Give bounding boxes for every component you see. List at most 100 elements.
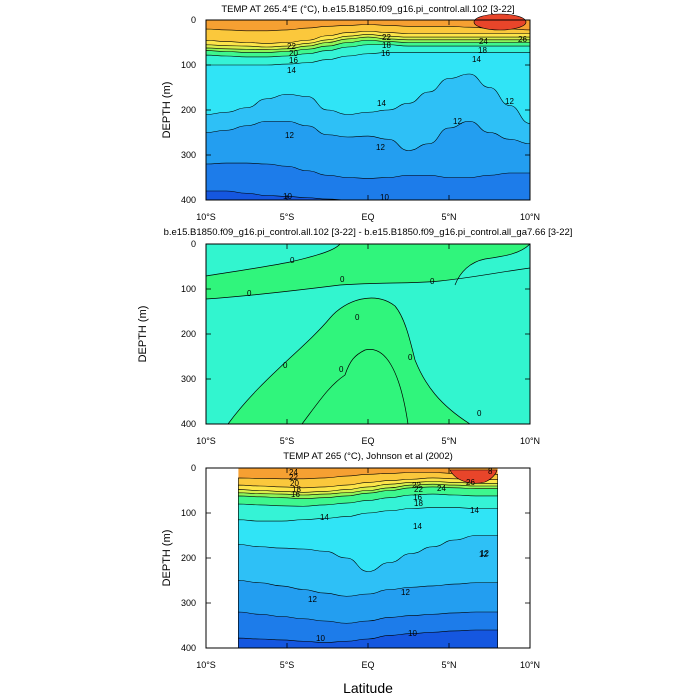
contour-label-0: 0 [477, 409, 482, 418]
panel-1-x-axis: 10°S 5°S EQ 5°N 10°N [196, 212, 540, 222]
contour-label-12: 12 [453, 117, 462, 126]
panel-1-hot-spot [473, 13, 527, 31]
y-tick-label: 200 [181, 329, 196, 339]
panel-2-y-axis: 0 100 200 300 400 DEPTH (m) [137, 239, 196, 429]
y-tick-label: 400 [181, 419, 196, 429]
y-tick-label: 100 [181, 284, 196, 294]
panel-3-y-axis: 0 100 200 300 400 DEPTH (m) [161, 463, 196, 653]
contour-label-0: 0 [247, 289, 252, 298]
panel-1-title: TEMP AT 265.4°E (°C), b.e15.B1850.f09_g1… [221, 4, 514, 15]
panel-1-y-axis: 0 100 200 300 400 DEPTH (m) [161, 15, 196, 205]
contour-label-0: 0 [283, 361, 288, 370]
panel-3-contour-labels: 24 22 22 20 18 18 16 16 14 14 14 12 12 1… [289, 467, 493, 643]
panel-model-difference: b.e15.B1850.f09_g16.pi_control.all.102 [… [137, 227, 572, 446]
tick-marks [205, 243, 531, 425]
tick-marks [205, 467, 531, 649]
y-tick-label: 200 [181, 105, 196, 115]
x-tick-label: 10°S [196, 660, 216, 670]
panel-1-filled-contours [205, 20, 531, 201]
x-tick-label: 10°N [520, 212, 540, 222]
contour-label-18: 18 [414, 499, 423, 508]
panel-1-contour-labels: 26 24 22 22 20 18 18 16 16 14 14 14 12 1… [283, 33, 527, 202]
y-tick-label: 0 [191, 15, 196, 25]
contour-label-14: 14 [413, 522, 422, 531]
panel-3-hot-spot [449, 469, 498, 484]
contour-label-14: 14 [320, 513, 329, 522]
y-tick-label: 400 [181, 195, 196, 205]
contour-label-20: 20 [289, 49, 298, 58]
panel-2-zero-contours [205, 243, 531, 425]
x-tick-label: 10°N [520, 660, 540, 670]
x-tick-label: 5°S [280, 212, 295, 222]
y-tick-label: 400 [181, 643, 196, 653]
hot-spot [473, 13, 527, 31]
contour-label-0: 0 [430, 277, 435, 286]
contour-label-24: 24 [479, 37, 488, 46]
contour-label-0: 0 [355, 313, 360, 322]
panel-1-plot-area [205, 13, 531, 201]
y-tick-label: 100 [181, 60, 196, 70]
contour-label-10: 10 [283, 192, 292, 201]
y-tick-label: 200 [181, 553, 196, 563]
contour-label-12: 12 [401, 588, 410, 597]
x-tick-label: 5°N [441, 660, 456, 670]
panel-2-title: b.e15.B1850.f09_g16.pi_control.all.102 [… [164, 227, 573, 238]
tick-marks [205, 19, 531, 201]
contour-label-24: 24 [437, 484, 446, 493]
panel-2-x-axis: 10°S 5°S EQ 5°N 10°N [196, 436, 540, 446]
y-tick-label: 0 [191, 463, 196, 473]
y-tick-label: 300 [181, 598, 196, 608]
contour-label-16: 16 [291, 490, 300, 499]
panel-3-filled-contours [238, 468, 498, 649]
x-tick-label: EQ [361, 660, 374, 670]
x-tick-label: EQ [361, 212, 374, 222]
panel-2-y-axis-label: DEPTH (m) [137, 306, 149, 363]
x-tick-label: 5°S [280, 436, 295, 446]
contour-label-8: 8 [488, 467, 493, 476]
contour-label-0: 0 [290, 256, 295, 265]
contour-label-18: 18 [382, 41, 391, 50]
panel-2-contour-labels: 0 0 0 0 0 0 0 0 0 [247, 256, 482, 418]
contour-band-10 [238, 629, 498, 649]
contour-label-0: 0 [408, 353, 413, 362]
x-tick-label: 5°S [280, 660, 295, 670]
panel-observed-temperature: TEMP AT 265 (°C), Johnson et al (2002) 2… [161, 451, 540, 670]
contour-label-0: 0 [340, 275, 345, 284]
y-tick-label: 100 [181, 508, 196, 518]
panel-2-positive-region-lower-center [302, 349, 408, 424]
y-tick-label: 0 [191, 239, 196, 249]
contour-label-22: 22 [414, 485, 423, 494]
hot-spot [449, 469, 498, 484]
contour-label-26: 26 [518, 35, 527, 44]
panel-1-y-axis-label: DEPTH (m) [161, 82, 173, 139]
figure-x-axis-label: Latitude [343, 680, 393, 696]
contour-label-12: 12 [480, 549, 489, 558]
contour-label-18: 18 [292, 485, 301, 494]
contour-label-0: 0 [339, 365, 344, 374]
contour-label-20: 20 [290, 479, 299, 488]
contour-band-11 [205, 162, 531, 201]
x-tick-label: EQ [361, 436, 374, 446]
contour-label-14: 14 [377, 99, 386, 108]
contour-label-22: 22 [382, 33, 391, 42]
contour-label-14: 14 [470, 506, 479, 515]
contour-label-10: 10 [380, 193, 389, 202]
contour-label-22: 22 [412, 481, 421, 490]
x-tick-label: 10°N [520, 436, 540, 446]
contour-label-10: 10 [408, 629, 417, 638]
panel-3-x-axis: 10°S 5°S EQ 5°N 10°N [196, 660, 540, 670]
contour-label-22: 22 [287, 42, 296, 51]
panel-3-title: TEMP AT 265 (°C), Johnson et al (2002) [283, 451, 453, 462]
contour-label-22: 22 [289, 473, 298, 482]
contour-label-14: 14 [287, 66, 296, 75]
contour-label-16: 16 [413, 493, 422, 502]
x-tick-label: 10°S [196, 436, 216, 446]
contour-label-12: 12 [479, 550, 488, 559]
contour-label-26: 26 [466, 478, 475, 487]
panel-model-temperature: TEMP AT 265.4°E (°C), b.e15.B1850.f09_g1… [161, 4, 540, 222]
contour-label-14: 14 [472, 55, 481, 64]
contour-label-18: 18 [478, 46, 487, 55]
x-tick-label: 5°N [441, 212, 456, 222]
x-tick-label: 5°N [441, 436, 456, 446]
